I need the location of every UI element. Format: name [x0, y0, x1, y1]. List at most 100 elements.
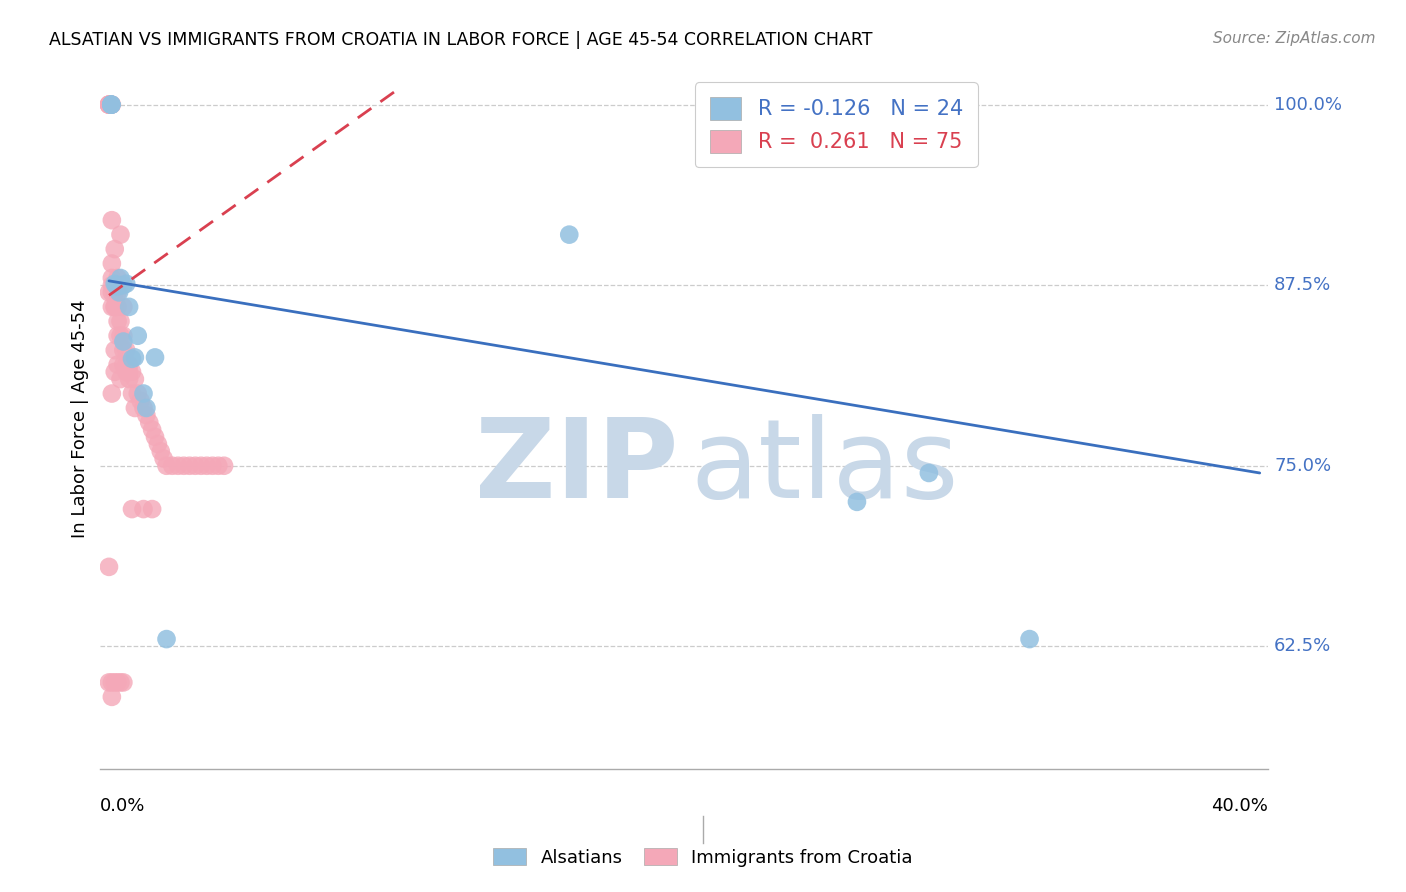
Point [155, 632, 177, 646]
Point [100, 97, 122, 112]
Point [110, 271, 132, 285]
Point [101, 386, 124, 401]
Point [162, 458, 184, 473]
Point [104, 343, 127, 358]
Point [149, 444, 172, 458]
Point [1018, 632, 1040, 646]
Point [152, 451, 174, 466]
Point [112, 278, 135, 293]
Point [135, 408, 157, 422]
Point [107, 300, 129, 314]
Point [121, 365, 143, 379]
Point [98, 97, 121, 112]
Legend: Alsatians, Immigrants from Croatia: Alsatians, Immigrants from Croatia [486, 841, 920, 874]
Point [135, 401, 157, 415]
Point [108, 285, 131, 300]
Point [129, 393, 152, 408]
Point [118, 365, 141, 379]
Text: 87.5%: 87.5% [1274, 277, 1331, 294]
Point [105, 278, 128, 293]
Text: 40.0%: 40.0% [1212, 797, 1268, 815]
Text: 75.0%: 75.0% [1274, 457, 1331, 475]
Point [107, 285, 129, 300]
Point [124, 401, 146, 415]
Point [107, 328, 129, 343]
Point [107, 675, 129, 690]
Point [101, 256, 124, 270]
Point [110, 328, 132, 343]
Point [104, 300, 127, 314]
Point [112, 300, 135, 314]
Point [112, 358, 135, 372]
Point [115, 343, 138, 358]
Point [121, 502, 143, 516]
Text: atlas: atlas [690, 415, 959, 521]
Point [100, 97, 122, 112]
Point [100, 97, 122, 112]
Text: ALSATIAN VS IMMIGRANTS FROM CROATIA IN LABOR FORCE | AGE 45-54 CORRELATION CHART: ALSATIAN VS IMMIGRANTS FROM CROATIA IN L… [49, 31, 873, 49]
Point [112, 343, 135, 358]
Point [98, 97, 121, 112]
Point [124, 372, 146, 386]
Point [115, 358, 138, 372]
Point [558, 227, 581, 242]
Point [190, 458, 212, 473]
Point [115, 365, 138, 379]
Point [110, 227, 132, 242]
Point [110, 675, 132, 690]
Point [141, 502, 163, 516]
Point [201, 458, 224, 473]
Y-axis label: In Labor Force | Age 45-54: In Labor Force | Age 45-54 [72, 300, 89, 538]
Point [127, 328, 149, 343]
Point [127, 386, 149, 401]
Point [101, 271, 124, 285]
Point [132, 502, 155, 516]
Point [101, 213, 124, 227]
Point [155, 458, 177, 473]
Point [110, 314, 132, 328]
Point [101, 278, 124, 293]
Point [104, 365, 127, 379]
Point [101, 300, 124, 314]
Point [112, 334, 135, 349]
Point [115, 277, 138, 291]
Point [104, 675, 127, 690]
Point [146, 437, 169, 451]
Point [107, 314, 129, 328]
Point [173, 458, 195, 473]
Text: 62.5%: 62.5% [1274, 637, 1331, 656]
Point [179, 458, 201, 473]
Text: 100.0%: 100.0% [1274, 95, 1343, 113]
Point [918, 466, 941, 480]
Point [184, 458, 207, 473]
Point [845, 495, 868, 509]
Point [98, 559, 121, 574]
Point [112, 328, 135, 343]
Point [107, 358, 129, 372]
Legend: R = -0.126   N = 24, R =  0.261   N = 75: R = -0.126 N = 24, R = 0.261 N = 75 [696, 82, 977, 168]
Point [118, 300, 141, 314]
Point [104, 285, 127, 300]
Point [121, 351, 143, 366]
Point [138, 416, 160, 430]
Point [143, 430, 166, 444]
Point [104, 300, 127, 314]
Point [98, 675, 121, 690]
Point [98, 97, 121, 112]
Point [104, 242, 127, 256]
Point [101, 675, 124, 690]
Point [167, 458, 190, 473]
Point [101, 690, 124, 704]
Text: Source: ZipAtlas.com: Source: ZipAtlas.com [1212, 31, 1375, 46]
Text: ZIP: ZIP [475, 415, 679, 521]
Point [121, 386, 143, 401]
Point [100, 97, 122, 112]
Point [104, 277, 127, 291]
Point [141, 423, 163, 437]
Point [107, 271, 129, 285]
Point [118, 372, 141, 386]
Point [98, 97, 121, 112]
Point [112, 675, 135, 690]
Point [118, 358, 141, 372]
Point [110, 372, 132, 386]
